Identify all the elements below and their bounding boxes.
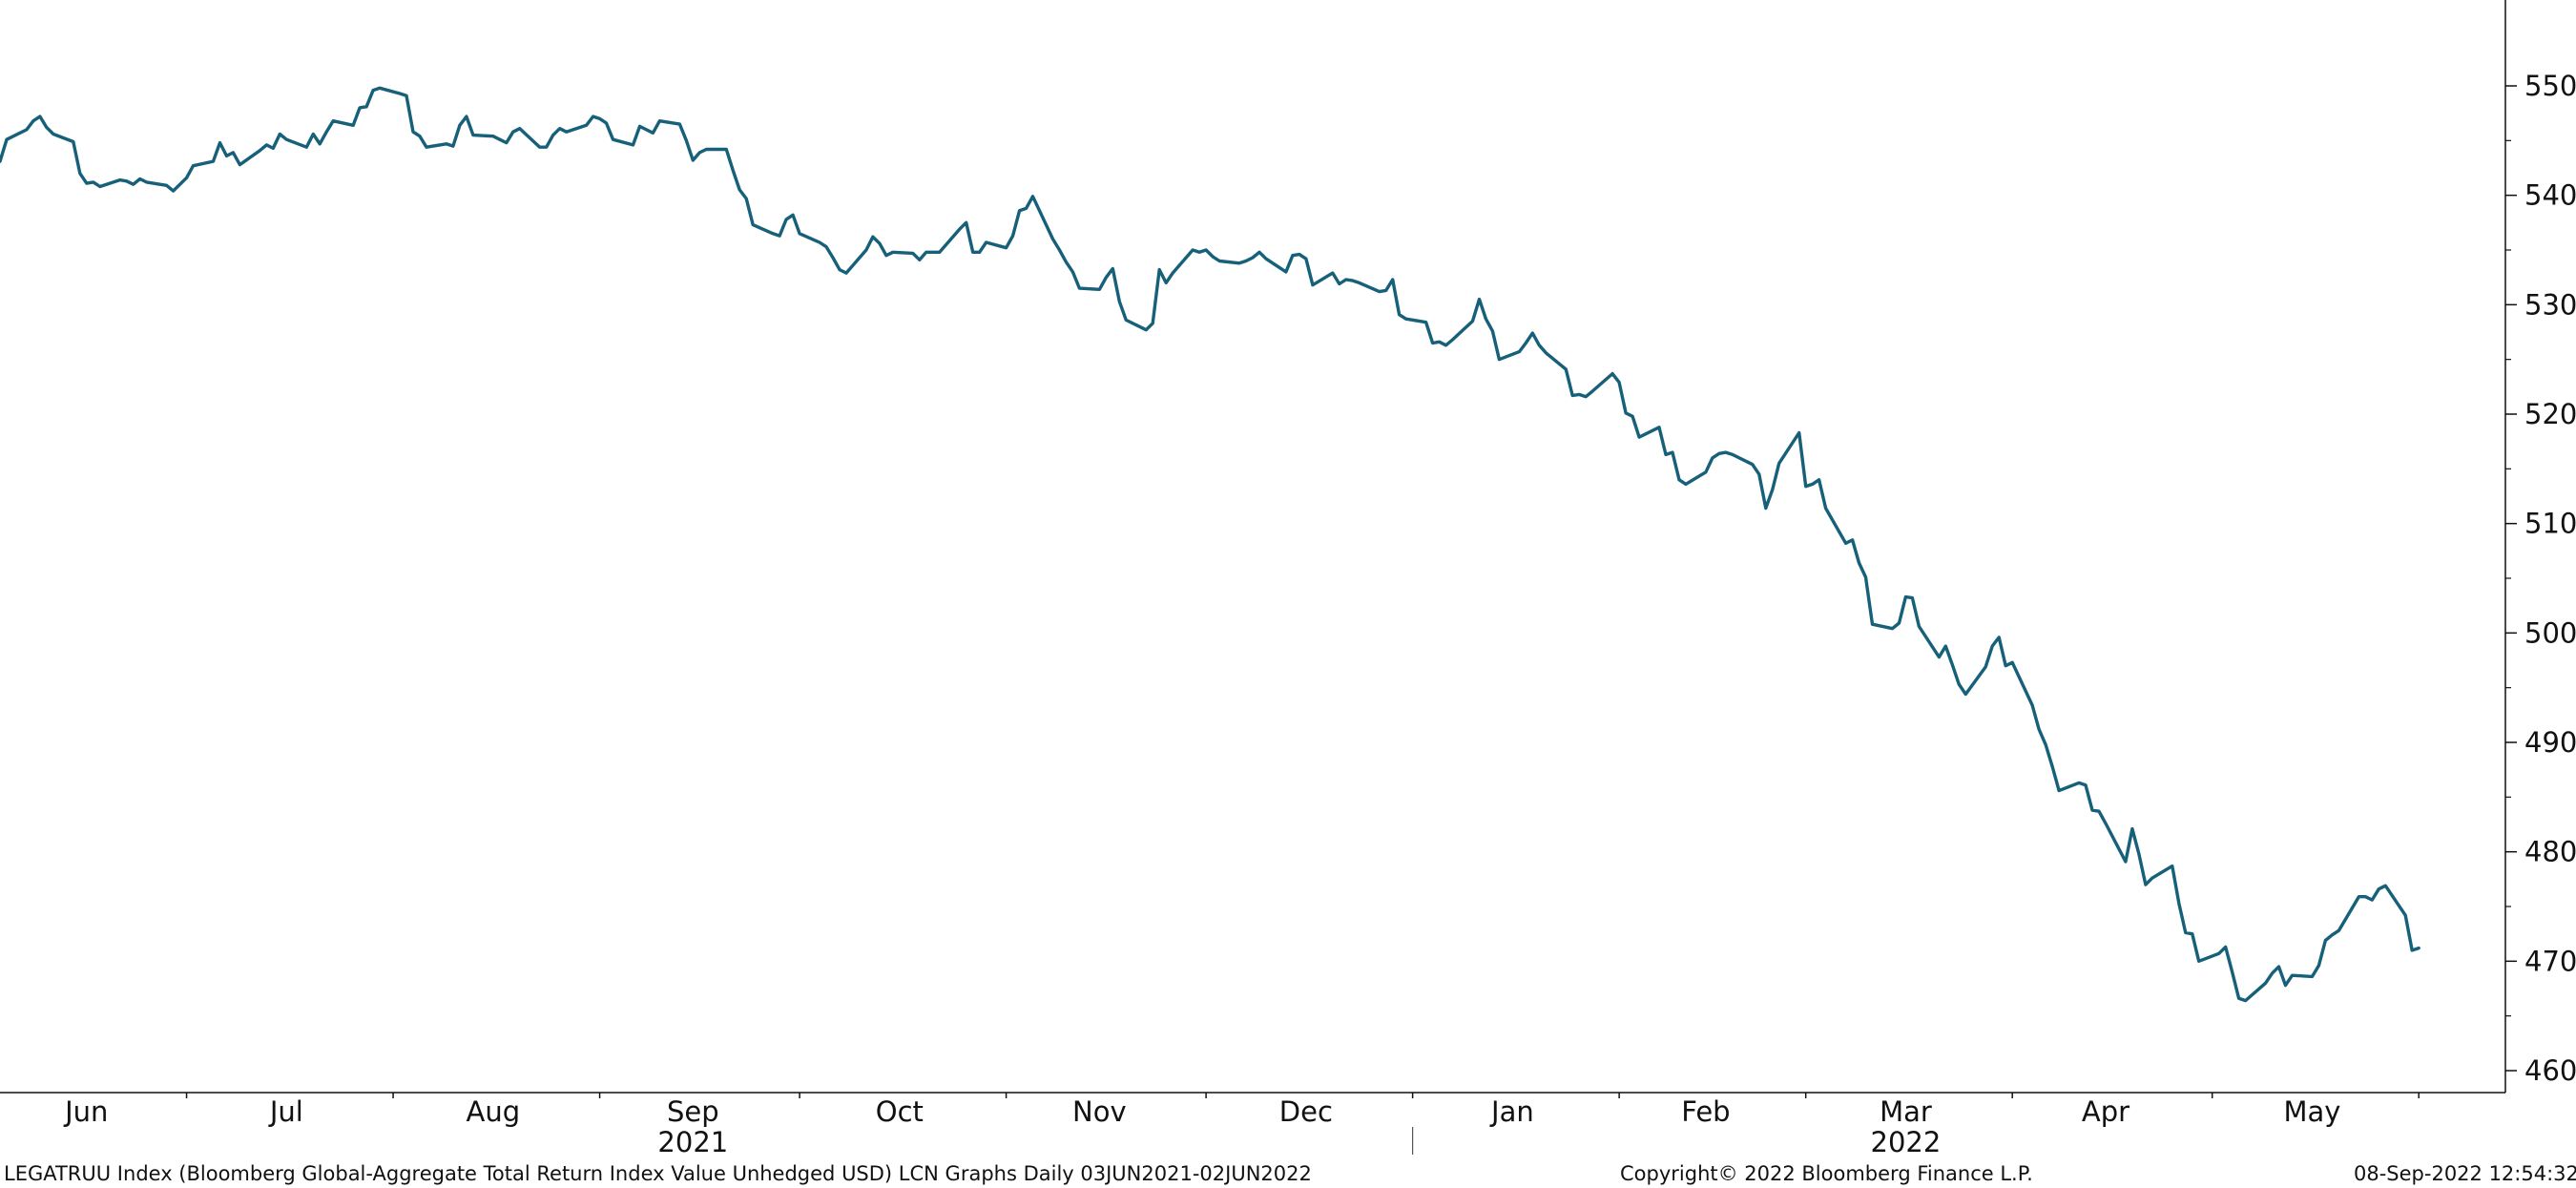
y-tick-label: 510 bbox=[2524, 508, 2576, 540]
x-month-label: Dec bbox=[1279, 1095, 1333, 1128]
x-month-label: Jul bbox=[268, 1095, 303, 1128]
footer-timestamp: 08-Sep-2022 12:54:32 bbox=[2354, 1162, 2576, 1185]
y-axis: 460 470 480 490 500 510 520 530 540 550 bbox=[2504, 0, 2576, 1093]
y-tick-label: 500 bbox=[2524, 616, 2576, 649]
x-month-label: Oct bbox=[876, 1095, 924, 1128]
x-month-label: Aug bbox=[466, 1095, 520, 1128]
y-tick-label: 550 bbox=[2524, 70, 2576, 102]
x-year-label: 2022 bbox=[1871, 1126, 1942, 1155]
footer-description: LEGATRUU Index (Bloomberg Global-Aggrega… bbox=[4, 1162, 1312, 1185]
y-tick-label: 540 bbox=[2524, 179, 2576, 212]
line-chart: 460 470 480 490 500 510 520 530 540 550 Jun Jul Aug… bbox=[0, 0, 2576, 1155]
series-line-0 bbox=[0, 86, 2420, 1003]
x-month-label: Nov bbox=[1072, 1095, 1127, 1128]
x-month-label: Jan bbox=[1489, 1095, 1534, 1128]
x-month-label: Jun bbox=[63, 1095, 108, 1128]
x-month-label: Mar bbox=[1880, 1095, 1932, 1128]
x-month-label: May bbox=[2283, 1095, 2340, 1128]
x-axis: Jun Jul Aug Sep Oct Nov Dec Jan Feb Mar Apr May 2021… bbox=[0, 1092, 2505, 1155]
plot-area bbox=[0, 86, 2420, 1003]
y-tick-label: 460 bbox=[2524, 1054, 2576, 1087]
x-year-label: 2021 bbox=[657, 1126, 728, 1155]
x-month-label: Feb bbox=[1681, 1095, 1730, 1128]
y-tick-label: 520 bbox=[2524, 398, 2576, 430]
x-month-label: Sep bbox=[667, 1095, 719, 1128]
y-tick-label: 470 bbox=[2524, 945, 2576, 977]
x-month-label: Apr bbox=[2082, 1095, 2129, 1128]
footer-copyright: Copyright© 2022 Bloomberg Finance L.P. bbox=[1620, 1162, 2033, 1185]
y-tick-label: 530 bbox=[2524, 288, 2576, 321]
y-tick-label: 490 bbox=[2524, 726, 2576, 759]
y-tick-label: 480 bbox=[2524, 836, 2576, 868]
